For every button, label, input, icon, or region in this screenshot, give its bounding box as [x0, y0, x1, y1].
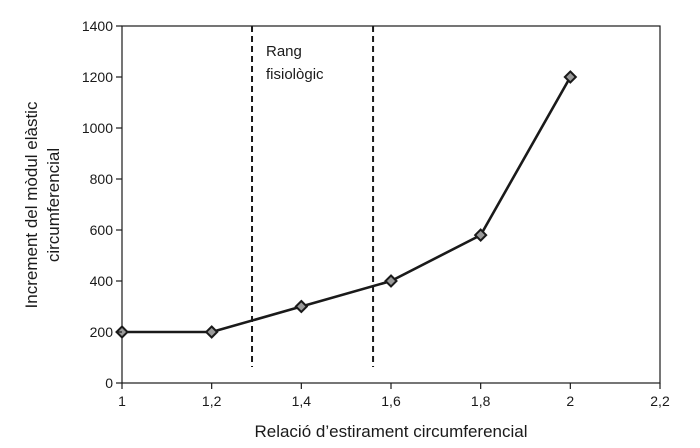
- data-point-marker: [204, 325, 219, 339]
- plot-frame: [121, 25, 661, 384]
- x-axis-ticks: 1 1,2 1,4 1,6 1,8 2 2,2: [118, 383, 670, 409]
- y-axis-title-line-2: circumferencial: [44, 148, 63, 262]
- x-tick-label: 1,6: [381, 393, 401, 409]
- x-tick-label: 1,4: [292, 393, 312, 409]
- x-tick-label: 1: [118, 393, 126, 409]
- range-annotation-line-1: Rang: [266, 43, 302, 60]
- y-axis-ticks: 0 200 400 600 800 1000 1200 1400: [82, 18, 122, 391]
- x-tick-label: 2,2: [650, 393, 670, 409]
- y-tick-label: 600: [90, 222, 114, 238]
- x-tick-label: 1,8: [471, 393, 491, 409]
- data-point-marker: [294, 299, 309, 314]
- x-tick-label: 2: [566, 393, 574, 409]
- y-tick-label: 400: [90, 273, 114, 289]
- series-line: [122, 76, 572, 334]
- y-axis-title-line-1: Increment del mòdul elàstic: [22, 101, 41, 308]
- y-tick-label: 800: [90, 171, 114, 187]
- data-point-marker: [473, 228, 488, 243]
- x-tick-label: 1,2: [202, 393, 222, 409]
- range-annotation-line-2: fisiològic: [266, 66, 324, 83]
- x-axis-title: Relació d’estirament circumferencial: [254, 422, 527, 441]
- y-tick-label: 1000: [82, 120, 113, 136]
- y-tick-label: 1200: [82, 69, 113, 85]
- data-point-marker: [384, 274, 398, 288]
- physiological-range-lines: [251, 26, 375, 367]
- data-point-marker: [563, 70, 578, 84]
- y-tick-label: 0: [105, 375, 113, 391]
- series-layer: [115, 70, 578, 339]
- y-tick-label: 1400: [82, 18, 113, 34]
- y-tick-label: 200: [90, 324, 114, 340]
